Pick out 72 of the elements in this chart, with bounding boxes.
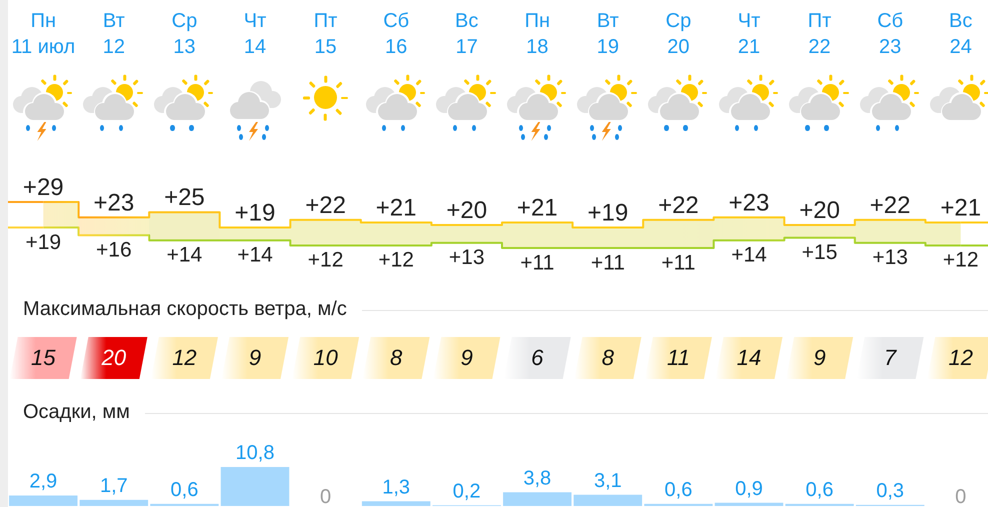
- data-label: 0,6: [806, 478, 834, 501]
- data-label: 3,1: [594, 470, 622, 492]
- x-tick-label: Вт 19: [596, 9, 619, 60]
- data-label: +16: [96, 238, 132, 262]
- x-tick-label: Чт 21: [738, 9, 760, 60]
- x-tick-label: Пт 22: [808, 9, 832, 60]
- data-label: 9: [248, 345, 262, 370]
- data-label: 0,6: [170, 478, 198, 501]
- data-label: +23: [728, 189, 770, 216]
- data-label: 8: [390, 345, 404, 370]
- data-label: +22: [658, 192, 699, 219]
- data-label: +12: [378, 248, 414, 272]
- data-label: 10,8: [236, 442, 274, 464]
- data-label: 6: [531, 345, 544, 370]
- data-label: +21: [516, 194, 558, 222]
- x-tick-label: Пн 18: [524, 9, 550, 60]
- data-label: 7: [884, 345, 898, 370]
- data-label: +11: [661, 251, 696, 274]
- data-label: +15: [802, 241, 838, 264]
- data-label: 11: [667, 345, 690, 370]
- x-tick-label: Пт 15: [314, 9, 338, 60]
- data-label: +20: [799, 197, 840, 224]
- data-label: +11: [590, 251, 625, 274]
- data-label: +21: [376, 194, 416, 222]
- data-label: +13: [872, 246, 908, 270]
- data-label: +23: [94, 189, 134, 216]
- x-tick-label: Сб 23: [877, 9, 904, 60]
- data-label: 9: [813, 345, 826, 370]
- x-tick-label: Ср 20: [666, 9, 692, 60]
- data-label: +21: [940, 194, 982, 222]
- data-label: 3,8: [523, 467, 552, 490]
- data-label: +25: [164, 184, 205, 212]
- data-label: 0,2: [452, 480, 481, 502]
- x-tick-label: Вт 12: [102, 9, 125, 60]
- data-label: 0,3: [876, 480, 904, 502]
- data-label: 15: [31, 345, 56, 370]
- data-label: 0,9: [735, 478, 763, 500]
- data-label: 14: [736, 345, 762, 370]
- data-label: 0,6: [664, 478, 692, 501]
- chart-title: Максимальная скорость ветра, м/с: [23, 297, 347, 321]
- data-label: +11: [520, 251, 554, 274]
- data-label: 1,3: [382, 476, 410, 498]
- data-label: +14: [731, 244, 768, 267]
- data-label: 8: [602, 345, 615, 370]
- data-label: 2,9: [29, 470, 58, 493]
- data-label: 1,7: [100, 474, 128, 497]
- data-label: 9: [460, 345, 473, 370]
- data-label: +19: [588, 200, 628, 227]
- data-label: 12: [948, 345, 973, 370]
- chart-title: Осадки, мм: [23, 400, 130, 424]
- x-tick-label: Вс 24: [949, 9, 972, 60]
- data-label: +14: [237, 244, 274, 267]
- data-label: +12: [942, 248, 979, 272]
- x-tick-label: Пн 11 июл: [11, 9, 76, 60]
- x-tick-label: Вс 17: [455, 9, 478, 60]
- data-label: +29: [22, 174, 64, 201]
- data-label: 12: [172, 345, 197, 370]
- data-label: 10: [313, 345, 339, 370]
- data-label: +13: [448, 246, 485, 270]
- data-label: +22: [870, 192, 910, 219]
- data-label: 20: [100, 345, 127, 370]
- data-label: +14: [166, 244, 203, 267]
- data-label: 0: [320, 486, 332, 507]
- data-label: +19: [234, 200, 276, 227]
- data-label: +12: [308, 248, 344, 272]
- data-label: +20: [446, 197, 488, 224]
- x-tick-label: Ср 13: [172, 9, 198, 60]
- x-tick-label: Сб 16: [383, 9, 410, 60]
- data-label: +22: [305, 192, 346, 219]
- data-label: +19: [25, 230, 62, 254]
- data-label: 0: [955, 486, 966, 507]
- x-tick-label: Чт 14: [244, 9, 266, 60]
